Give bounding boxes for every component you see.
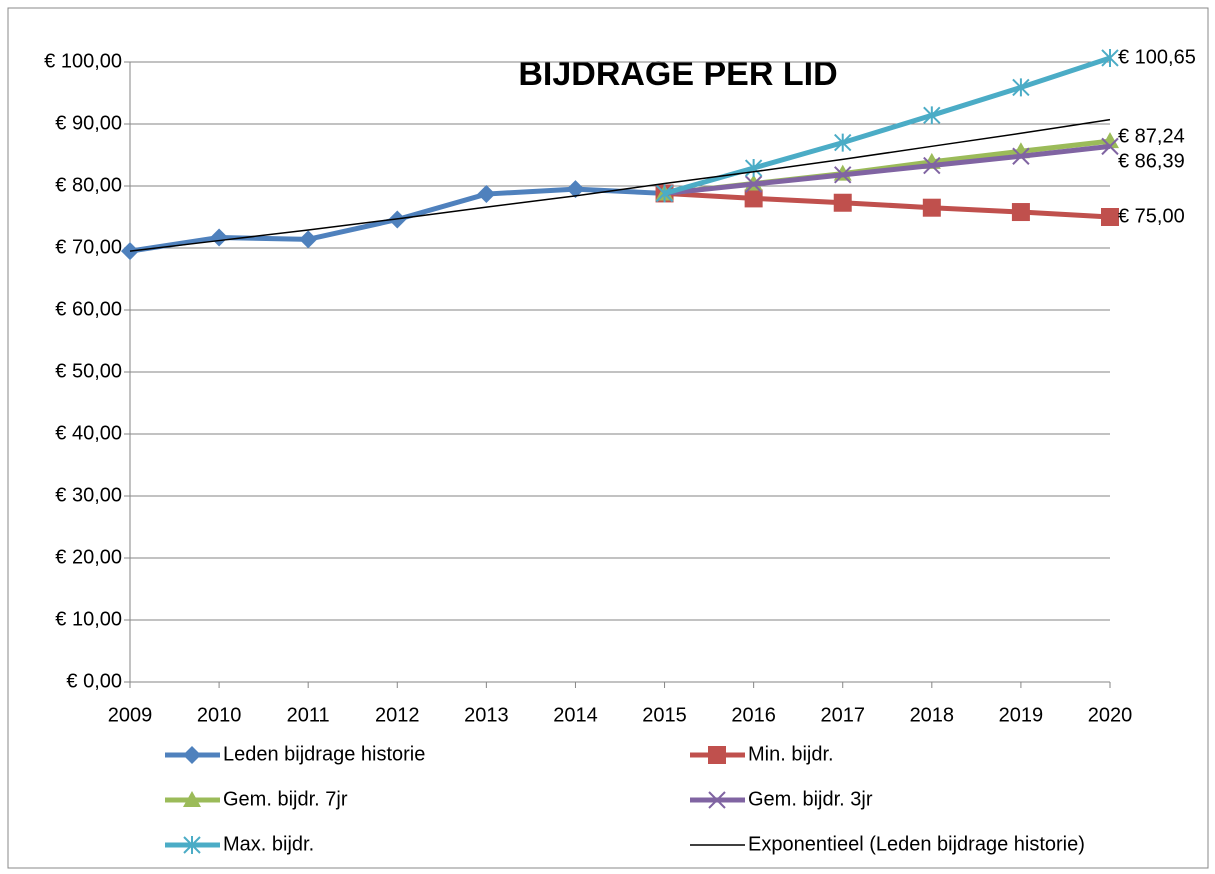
point [210,228,229,247]
x-tick-label: 2016 [731,704,776,726]
point [655,184,674,203]
x-tick-label: 2011 [287,704,330,726]
legend-marker [183,791,201,807]
point [922,198,941,217]
legend-item: Gem. bijdr. 3jr [690,788,873,810]
y-tick-label: € 50,00 [55,360,122,382]
data-label: € 75,00 [1118,205,1185,227]
x-tick-label: 2009 [108,704,153,726]
x-tick-label: 2013 [464,704,509,726]
y-tick-label: € 90,00 [55,112,122,134]
series-line [664,143,1111,196]
x-tick-label: 2010 [197,704,242,726]
legend-item: Leden bijdrage historie [165,743,425,765]
y-tick-label: € 0,00 [66,670,122,692]
legend-label: Exponentieel (Leden bijdrage historie) [748,833,1085,855]
data-label: € 100,65 [1118,46,1196,68]
x-tick-label: 2020 [1088,704,1133,726]
point [566,180,585,199]
point [744,175,763,193]
point [923,156,941,175]
y-tick-label: € 80,00 [55,174,122,196]
x-tick-label: 2018 [910,704,955,726]
legend-label: Gem. bijdr. 7jr [223,788,348,810]
data-label: € 86,39 [1118,151,1185,173]
legend-marker [708,746,726,764]
legend-marker [183,746,201,764]
point [477,185,496,204]
chart-title: BIJDRAGE PER LID [518,55,837,93]
point [1101,137,1119,156]
chart-border [7,7,1209,869]
legend-label: Max. bijdr. [223,833,314,855]
point [1012,78,1030,97]
point [744,159,763,178]
y-tick-label: € 10,00 [55,608,122,630]
legend-marker [708,791,726,809]
point [1101,48,1119,67]
x-tick-label: 2015 [642,704,687,726]
legend-label: Leden bijdrage historie [223,743,425,765]
legend-item: Max. bijdr. [165,833,314,855]
data-label: € 87,24 [1118,125,1185,147]
y-tick-label: € 100,00 [44,50,122,72]
series-line [664,190,1111,220]
trend-line [129,118,1111,252]
point [834,133,852,152]
x-tick-label: 2014 [553,704,598,726]
y-tick-label: € 70,00 [55,236,122,258]
x-tick-label: 2017 [820,704,865,726]
point [744,189,763,208]
legend-item: Min. bijdr. [690,743,834,765]
point [1101,132,1119,149]
point [299,230,318,249]
point [1101,208,1119,226]
series-line [663,55,1111,196]
x-tick-label: 2012 [375,704,420,726]
point [834,166,852,184]
legend-item: Exponentieel (Leden bijdrage historie) [690,833,1085,855]
legend-label: Min. bijdr. [748,743,834,765]
point [1012,147,1030,165]
point [1011,203,1030,222]
x-tick-label: 2019 [999,704,1044,726]
y-tick-label: € 40,00 [55,422,122,444]
y-tick-label: € 20,00 [55,546,122,568]
y-tick-label: € 30,00 [55,484,122,506]
legend-marker [183,836,201,854]
legend-label: Gem. bijdr. 3jr [748,788,873,810]
legend-item: Gem. bijdr. 7jr [165,788,348,810]
point [833,193,852,212]
point [923,106,941,125]
y-tick-label: € 60,00 [55,298,122,320]
